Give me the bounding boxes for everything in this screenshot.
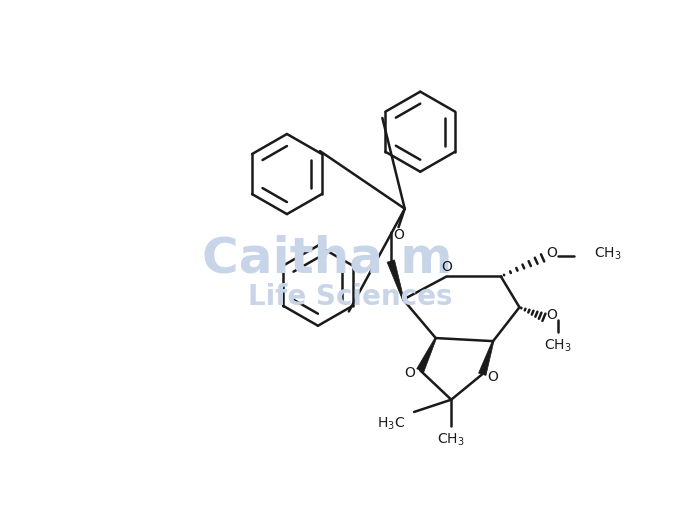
Polygon shape [479, 341, 494, 375]
Text: O: O [546, 246, 557, 261]
Text: O: O [488, 370, 498, 384]
Polygon shape [417, 337, 436, 372]
Text: O: O [393, 228, 404, 242]
Text: Caitha m: Caitha m [202, 235, 452, 283]
Text: CH$_3$: CH$_3$ [594, 245, 622, 262]
Polygon shape [387, 260, 404, 300]
Text: Life Sciences: Life Sciences [248, 283, 453, 311]
Text: O: O [441, 260, 452, 274]
Text: O: O [546, 308, 557, 322]
Text: CH$_3$: CH$_3$ [437, 432, 465, 448]
Text: H$_3$C: H$_3$C [377, 416, 405, 433]
Text: CH$_3$: CH$_3$ [544, 337, 572, 354]
Text: O: O [404, 367, 415, 381]
